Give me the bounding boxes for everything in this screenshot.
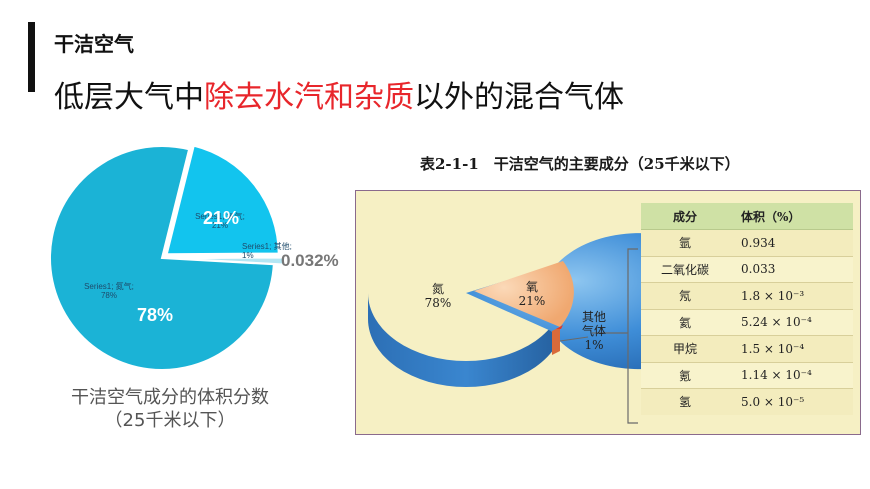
book-label-nitrogen: 氮 78% [424,282,452,310]
caption-line2: （25千米以下） [104,409,236,431]
pie-outside-label: 0.032% [281,251,339,270]
table-cell-volume: 1.5 × 10⁻⁴ [729,335,853,362]
pie-label-nitrogen: Series1; 氮气; 78% [84,282,134,301]
table-row: 二氧化碳 0.033 [641,255,853,283]
book-pie-other-side [552,327,560,355]
book-pie-side [368,293,564,387]
table-cell-component: 氦 [641,308,729,336]
table-header-row: 成分 体积（%） [641,203,853,230]
pie-caption: 干洁空气成分的体积分数 （25千米以下） [40,387,300,432]
table-cell-component: 甲烷 [641,335,729,362]
slide-subtitle: 干洁空气 [54,32,134,56]
table-cell-volume: 1.8 × 10⁻³ [729,282,853,309]
book-title: 表2-1-1 干洁空气的主要成分（25千米以下） [420,155,740,173]
table-cell-component: 氖 [641,282,729,309]
pie-label-oxygen: Series1; 氧气; 21% [195,212,245,231]
table-row: 氩 0.934 [641,229,853,256]
table-cell-volume: 0.934 [729,229,853,256]
headline-highlight: 除去水汽和杂质 [204,80,414,115]
slide-headline: 低层大气中除去水汽和杂质以外的混合气体 [54,72,624,116]
caption-line1: 干洁空气成分的体积分数 [71,387,269,408]
table-cell-component: 氢 [641,388,729,415]
table-cell-volume: 5.0 × 10⁻⁵ [729,388,853,415]
table-cell-component: 氪 [641,361,729,389]
headline-pre: 低层大气中 [54,80,204,115]
book-pie-oxygen [474,261,574,327]
table-row: 氖 1.8 × 10⁻³ [641,282,853,309]
headline-post: 以外的混合气体 [414,80,624,115]
table-cell-component: 氩 [641,229,729,256]
table-row: 甲烷 1.5 × 10⁻⁴ [641,335,853,362]
book-label-other: 其他 气体 1% [581,310,606,352]
pie-chart [49,144,285,371]
table-row: 氪 1.14 × 10⁻⁴ [641,361,853,389]
table-cell-volume: 5.24 × 10⁻⁴ [729,308,853,336]
book-bracket [592,248,638,424]
book-pie-other [556,325,563,329]
table-cell-component: 二氧化碳 [641,255,729,283]
book-figure: 氮 78% 氧 21% 其他 气体 1% 成分 体积（%） 氩 0.934 二氧化… [355,190,861,435]
pie-label-other: Series1; 其他; 1% [242,242,292,261]
table-row: 氦 5.24 × 10⁻⁴ [641,308,853,336]
table-header-component: 成分 [641,203,729,230]
table-row: 氢 5.0 × 10⁻⁵ [641,388,853,415]
accent-bar [28,22,35,92]
table-header-volume: 体积（%） [729,203,853,230]
pie-slice-nitrogen [49,145,275,371]
pie-slice-oxygen [165,144,280,256]
book-label-oxygen: 氧 21% [518,280,546,308]
pie-big-oxygen: 21% [202,208,240,228]
table-cell-volume: 1.14 × 10⁻⁴ [729,361,853,389]
pie-big-nitrogen: 78% [136,305,174,325]
table-cell-volume: 0.033 [729,255,853,283]
